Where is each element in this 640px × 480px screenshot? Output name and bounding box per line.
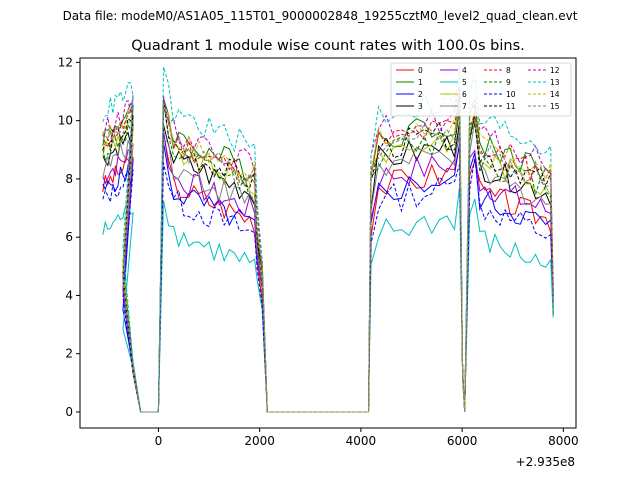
series-line-14 bbox=[102, 94, 554, 413]
legend-label: 8 bbox=[506, 66, 511, 75]
series-line-13 bbox=[102, 65, 554, 413]
series-line-15 bbox=[102, 101, 554, 413]
x-offset-label: +2.935e8 bbox=[516, 455, 575, 469]
legend-label: 0 bbox=[418, 66, 423, 75]
legend-label: 10 bbox=[506, 90, 516, 99]
x-tick-label: 4000 bbox=[346, 434, 377, 448]
series-line-4 bbox=[102, 130, 554, 413]
x-tick-label: 2000 bbox=[244, 434, 275, 448]
legend-label: 12 bbox=[550, 66, 560, 75]
legend-label: 4 bbox=[462, 66, 467, 75]
x-tick-label: 8000 bbox=[548, 434, 579, 448]
y-tick-label: 10 bbox=[58, 114, 73, 128]
y-tick-label: 2 bbox=[65, 347, 73, 361]
legend-label: 6 bbox=[462, 90, 467, 99]
plot-frame bbox=[79, 57, 577, 429]
legend-label: 9 bbox=[506, 78, 511, 87]
legend-label: 5 bbox=[462, 78, 467, 87]
legend-label: 15 bbox=[550, 102, 560, 111]
y-tick-label: 6 bbox=[65, 230, 73, 244]
series-line-5 bbox=[102, 186, 554, 413]
legend-label: 7 bbox=[462, 102, 467, 111]
series-line-7 bbox=[102, 120, 554, 413]
x-tick-label: 0 bbox=[155, 434, 163, 448]
legend-box bbox=[390, 62, 572, 117]
chart-title: Quadrant 1 module wise count rates with … bbox=[131, 38, 525, 54]
y-tick-label: 8 bbox=[65, 172, 73, 186]
series-layer bbox=[102, 65, 554, 413]
y-tick-label: 4 bbox=[65, 288, 73, 302]
series-line-10 bbox=[102, 158, 554, 413]
data-file-label: Data file: modeM0/AS1A05_115T01_90000028… bbox=[63, 9, 578, 23]
y-tick-label: 0 bbox=[65, 405, 73, 419]
legend-label: 11 bbox=[506, 102, 516, 111]
legend-label: 1 bbox=[418, 78, 423, 87]
legend-label: 3 bbox=[418, 102, 423, 111]
x-tick-label: 6000 bbox=[447, 434, 478, 448]
legend-label: 13 bbox=[550, 78, 560, 87]
legend-label: 14 bbox=[550, 90, 560, 99]
legend-label: 2 bbox=[418, 90, 423, 99]
y-tick-label: 12 bbox=[58, 55, 73, 69]
